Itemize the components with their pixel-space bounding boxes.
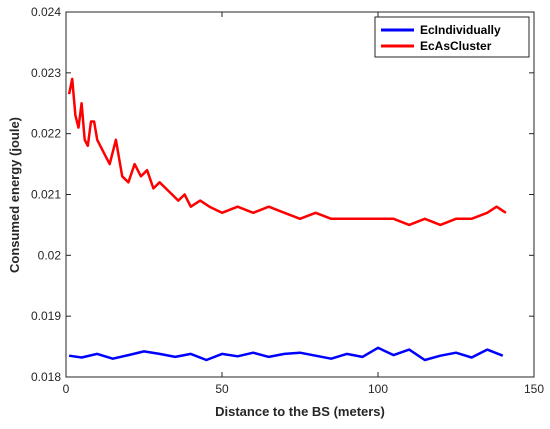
ticks-layer: 0 50 100 150 0.018 0.019 0.02 0.021 0.022 0.023 0.… xyxy=(31,5,544,396)
x-tick-label: 100 xyxy=(368,382,388,396)
series-line-ecindividually xyxy=(68,346,504,362)
y-tick-label: 0.023 xyxy=(31,66,61,80)
y-axis-label: Consumed energy (joule) xyxy=(7,117,22,273)
legend: EcIndividually EcAsCluster xyxy=(374,16,530,58)
legend-label-ecascluster: EcAsCluster xyxy=(420,39,492,53)
y-tick-label: 0.024 xyxy=(31,5,61,19)
series-layer xyxy=(67,77,507,362)
y-tick-label: 0.022 xyxy=(31,127,61,141)
x-tick-label: 150 xyxy=(524,382,544,396)
series-line-ecascluster xyxy=(67,77,507,227)
y-tick-label: 0.018 xyxy=(31,370,61,384)
x-tick-label: 50 xyxy=(215,382,229,396)
plot-area xyxy=(66,12,534,377)
y-tick-label: 0.02 xyxy=(38,248,62,262)
x-axis-label: Distance to the BS (meters) xyxy=(215,404,385,419)
legend-label-ecindividually: EcIndividually xyxy=(420,23,501,37)
y-tick-label: 0.021 xyxy=(31,188,61,202)
legend-box xyxy=(374,16,530,58)
x-tick-label: 0 xyxy=(63,382,70,396)
y-tick-label: 0.019 xyxy=(31,309,61,323)
